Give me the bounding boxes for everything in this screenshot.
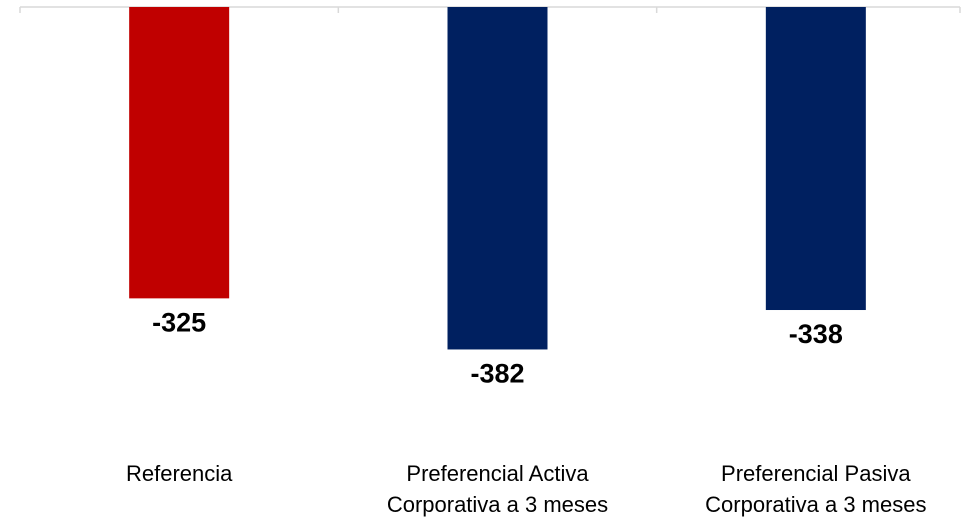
data-label-2: -382 (470, 358, 524, 388)
bar-3 (765, 7, 866, 311)
bar-2 (447, 7, 548, 350)
category-label-2-line-2: Corporativa a 3 meses (387, 492, 608, 517)
bar-1 (129, 7, 230, 299)
data-label-3: -338 (789, 319, 843, 349)
category-label-2-line-1: Preferencial Activa (406, 461, 589, 486)
data-label-1: -325 (152, 307, 206, 337)
category-label-3-line-2: Corporativa a 3 meses (705, 492, 926, 517)
category-label-3-line-1: Preferencial Pasiva (721, 461, 911, 486)
category-label-1: Referencia (126, 461, 233, 486)
